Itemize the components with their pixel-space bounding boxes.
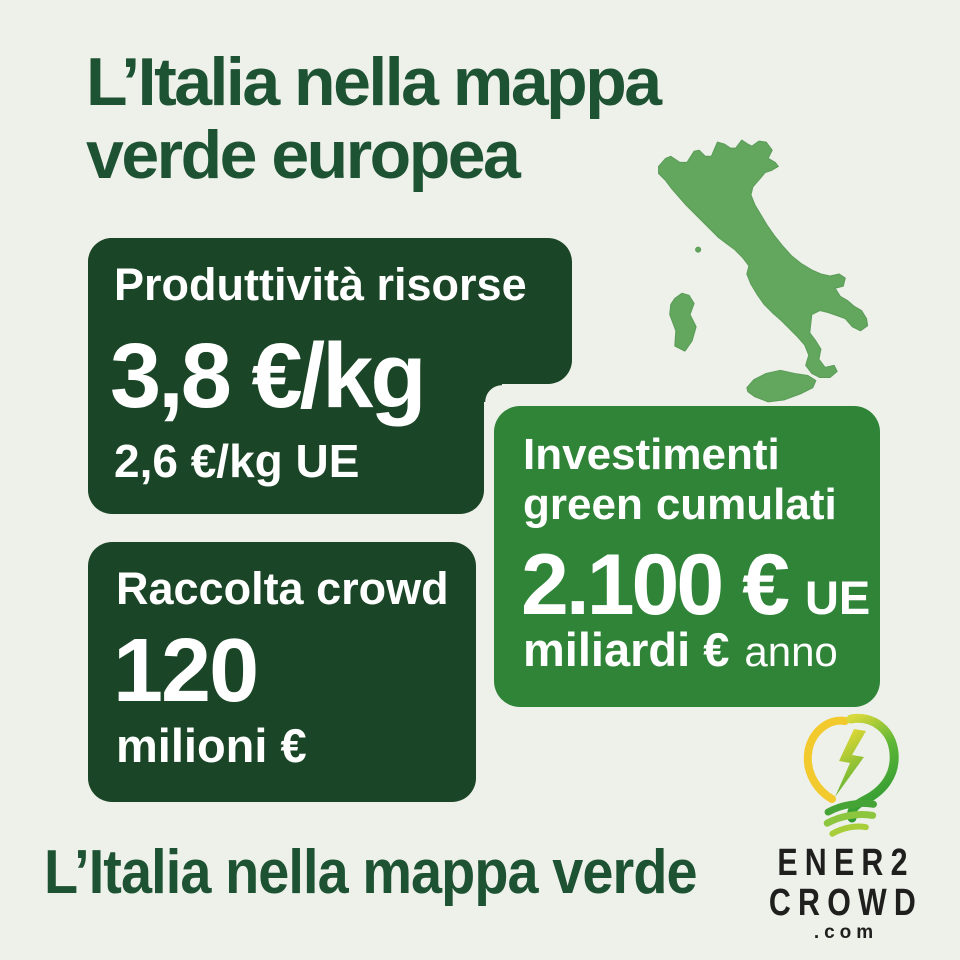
crowdfunding-unit: milioni € [116,719,307,772]
investments-unit: miliardi € [523,623,730,676]
logo-domain: .com [813,922,879,943]
investments-label-green: green [523,480,643,529]
productivity-value: 3,8 €/kg [110,325,427,427]
bulb-right-arc [846,713,899,823]
investments-label-line-2: green cumulati [523,480,837,530]
page-title-line-1: L’Italia nella mappa [86,44,662,120]
investments-label-line-1: Investimenti [523,430,780,479]
bolt-shape [835,729,866,797]
page-title-line-2: verde europea [86,117,521,193]
investments-unit-period: anno [744,628,838,675]
crowdfunding-card [88,542,476,802]
investments-label: Investimenti green cumulati [523,430,837,530]
productivity-label: Produttività risorse [114,259,527,310]
investments-label-cumulati: cumulati [655,480,837,529]
crowdfunding-value: 120 [113,621,259,721]
sardinia-shape [669,292,697,352]
investments-unit-row: miliardi € anno [523,626,838,673]
elba-dot [695,246,702,253]
italy-mainland-shape [658,139,869,379]
page-title: L’Italia nella mappa verde europea [86,44,662,193]
investments-value: 2.100 € [521,537,790,633]
bulb-threads [823,799,877,837]
logo-brand-bottom: CROWD [768,882,924,924]
crowdfunding-label: Raccolta crowd [116,563,449,614]
sicily-shape [746,369,817,403]
productivity-eu-benchmark: 2,6 €/kg UE [114,435,360,487]
productivity-card-notch-fillet [484,384,502,402]
lightbulb-logo-icon [803,713,899,837]
italy-map-icon [658,139,869,403]
investments-card [494,406,880,707]
logo-brand-top: ENER2 [777,842,915,884]
investments-value-row: 2.100 € UE [521,542,870,628]
investments-value-tag: UE [804,571,871,624]
bulb-left-arc [803,716,849,803]
productivity-card-bottom [88,238,484,514]
footer-caption: L’Italia nella mappa verde [44,838,698,907]
